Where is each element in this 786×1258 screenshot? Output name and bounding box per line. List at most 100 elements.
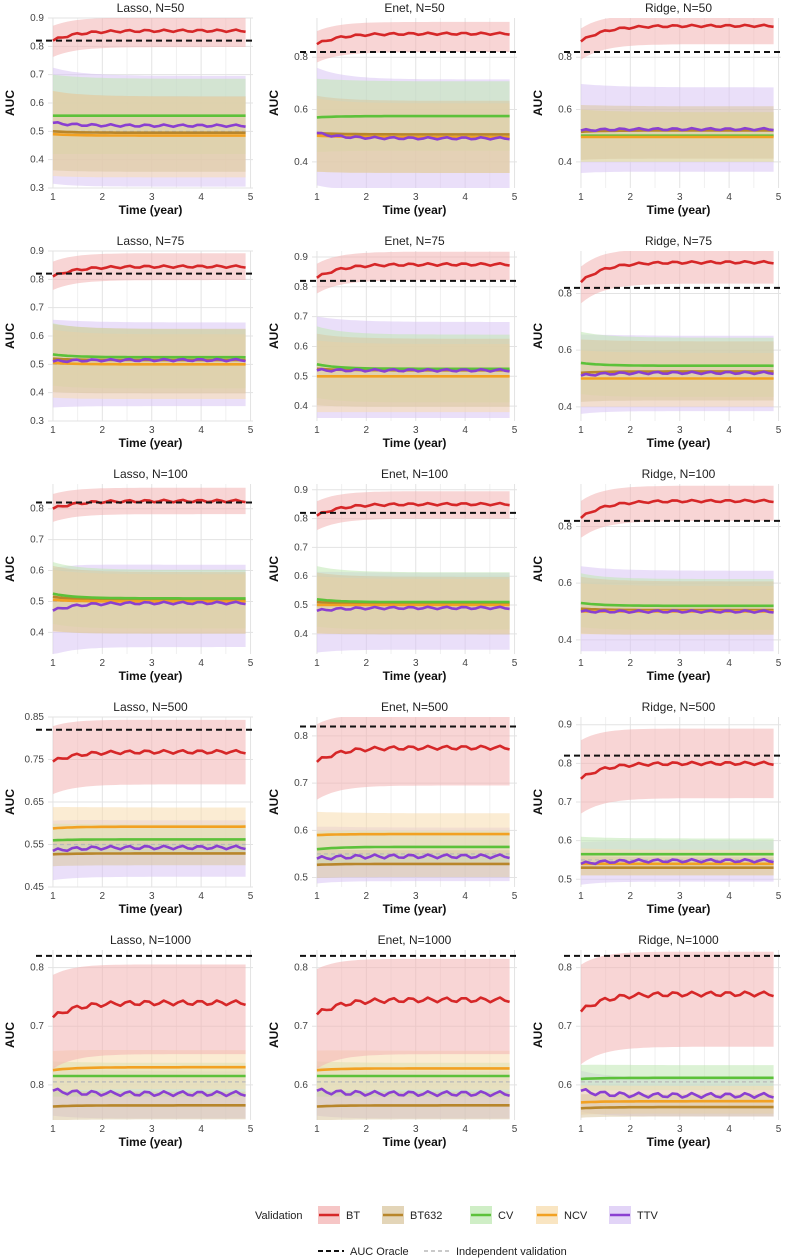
- x-tick-label: 2: [628, 425, 634, 436]
- band-bt: [580, 251, 774, 304]
- y-tick-label: 0.8: [558, 522, 572, 533]
- x-tick-label: 1: [314, 1124, 320, 1135]
- series-line-cv: [580, 1076, 774, 1081]
- x-axis-label: Time (year): [383, 669, 447, 683]
- series-line-ttv: [316, 367, 510, 373]
- series-line-bt632: [316, 600, 510, 605]
- series-line-bt: [580, 498, 774, 519]
- legend-label: CV: [498, 1210, 514, 1222]
- band-bt: [580, 485, 774, 538]
- y-tick-label: 0.5: [30, 126, 44, 137]
- band-bt: [316, 21, 510, 63]
- y-tick-label: 0.6: [30, 98, 44, 109]
- x-tick-label: 3: [413, 192, 419, 203]
- y-tick-label: 0.8: [30, 504, 44, 515]
- x-tick-label: 4: [462, 192, 468, 203]
- band-bt: [580, 951, 774, 1065]
- y-tick-label: 0.7: [294, 312, 308, 323]
- series-line-ttv: [580, 1088, 774, 1099]
- y-tick-label: 0.8: [294, 52, 308, 63]
- y-tick-label: 0.4: [294, 157, 308, 168]
- series-line-ttv: [52, 121, 246, 129]
- x-axis-label: Time (year): [119, 203, 183, 217]
- y-tick-label: 0.7: [558, 797, 572, 808]
- x-tick-label: 2: [628, 891, 634, 902]
- x-tick-label: 2: [364, 891, 370, 902]
- band-bt: [316, 717, 510, 800]
- x-axis-label: Time (year): [647, 1135, 711, 1149]
- y-tick-label: 0.65: [25, 797, 45, 808]
- series-line-ncv: [52, 1065, 246, 1072]
- x-tick-label: 5: [248, 658, 254, 669]
- legend-entry-bt: BT: [318, 1206, 360, 1224]
- legend-label: BT: [346, 1210, 360, 1222]
- y-tick-label: 0.6: [294, 1080, 308, 1091]
- x-tick-label: 5: [248, 425, 254, 436]
- y-tick-label: 0.8: [30, 1080, 44, 1091]
- y-axis-label: AUC: [3, 789, 17, 815]
- band-bt: [52, 487, 246, 522]
- series-line-bt632: [316, 862, 510, 867]
- series-line-ttv: [580, 857, 774, 866]
- series-line-bt: [316, 31, 510, 46]
- y-axis-label: AUC: [267, 1022, 281, 1048]
- y-tick-label: 0.85: [25, 712, 45, 723]
- series-line-ncv: [52, 825, 246, 830]
- panel-ridge-n-1000: Ridge, N=1000 0.6 0.7 0.8 1 2 3 4 5 Time (year) AU…: [531, 933, 783, 1149]
- x-axis-label: Time (year): [647, 436, 711, 450]
- y-axis-label: AUC: [531, 556, 545, 582]
- series-line-ncv: [52, 361, 246, 366]
- y-axis-label: AUC: [531, 1022, 545, 1048]
- panel-title: Lasso, N=1000: [110, 933, 191, 947]
- y-tick-label: 0.7: [30, 1021, 44, 1032]
- panel-title: Lasso, N=50: [117, 1, 185, 15]
- series-line-bt632: [316, 131, 510, 136]
- x-tick-label: 1: [578, 658, 584, 669]
- y-tick-label: 0.8: [30, 274, 44, 285]
- x-tick-label: 1: [578, 425, 584, 436]
- x-tick-label: 2: [100, 192, 106, 203]
- x-tick-label: 1: [578, 192, 584, 203]
- x-tick-label: 5: [248, 1124, 254, 1135]
- series-line-bt: [52, 498, 246, 510]
- x-tick-label: 5: [512, 658, 518, 669]
- y-axis-label: AUC: [531, 323, 545, 349]
- x-tick-label: 3: [149, 425, 155, 436]
- x-tick-label: 4: [198, 1124, 204, 1135]
- legend-entry-cv: CV: [470, 1206, 514, 1224]
- x-tick-label: 3: [677, 658, 683, 669]
- band-bt: [316, 958, 510, 1069]
- series-line-ncv: [580, 1099, 774, 1104]
- x-tick-label: 4: [198, 425, 204, 436]
- series-line-ttv: [316, 605, 510, 613]
- panel-title: Ridge, N=1000: [638, 933, 719, 947]
- x-tick-label: 2: [364, 425, 370, 436]
- x-tick-label: 1: [314, 891, 320, 902]
- series-line-bt: [580, 760, 774, 780]
- panel-lasso-n-75: Lasso, N=75 0.3 0.4 0.5 0.6 0.7 0.8 0.9 1 2 3 4 5 Tim…: [3, 234, 255, 450]
- y-tick-label: 0.8: [294, 731, 308, 742]
- series-line-ttv: [52, 844, 246, 853]
- x-tick-label: 3: [413, 425, 419, 436]
- band-ncv: [52, 1050, 246, 1093]
- panel-enet-n-50: Enet, N=50 0.4 0.6 0.8 1 2 3 4 5 Time (year) AUC: [267, 1, 519, 217]
- series-line-cv: [52, 353, 246, 359]
- y-tick-label: 0.4: [30, 627, 44, 638]
- panel-lasso-n-50: Lasso, N=50 0.3 0.4 0.5 0.6 0.7 0.8 0.9 1 2 3 4 5 Tim…: [3, 1, 255, 217]
- series-line-ttv: [316, 131, 510, 141]
- y-tick-label: 0.4: [558, 157, 572, 168]
- panel-lasso-n-100: Lasso, N=100 0.4 0.5 0.6 0.7 0.8 1 2 3 4 5 Time (ye…: [3, 467, 255, 683]
- y-tick-label: 0.5: [294, 873, 308, 884]
- y-tick-label: 0.8: [558, 289, 572, 300]
- x-tick-label: 2: [364, 192, 370, 203]
- band-bt: [316, 491, 510, 531]
- series-line-cv: [580, 601, 774, 608]
- x-axis-label: Time (year): [119, 436, 183, 450]
- series-line-bt632: [52, 1104, 246, 1108]
- x-tick-label: 3: [149, 192, 155, 203]
- x-tick-label: 3: [677, 192, 683, 203]
- y-tick-label: 0.3: [30, 416, 44, 427]
- series-line-bt: [52, 264, 246, 278]
- y-axis-label: AUC: [3, 90, 17, 116]
- series-line-ttv: [580, 609, 774, 614]
